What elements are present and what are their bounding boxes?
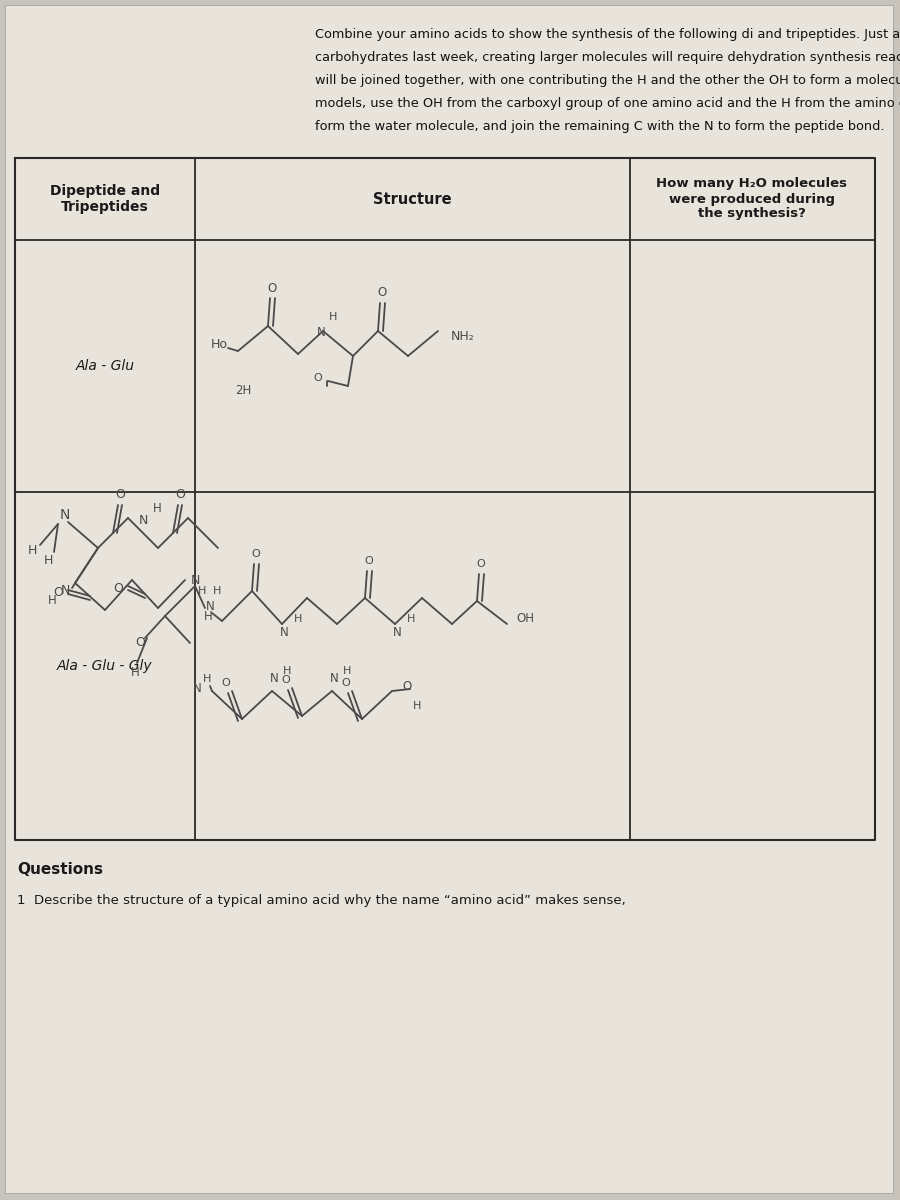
Text: O: O bbox=[176, 488, 184, 502]
Text: H: H bbox=[27, 544, 37, 557]
Text: How many H₂O molecules
were produced during
the synthesis?: How many H₂O molecules were produced dur… bbox=[656, 178, 848, 221]
Text: O: O bbox=[364, 556, 373, 566]
Text: models, use the OH from the carboxyl group of one amino acid and the H from the : models, use the OH from the carboxyl gro… bbox=[315, 97, 900, 110]
Text: N: N bbox=[280, 625, 288, 638]
Text: N: N bbox=[190, 574, 200, 587]
Text: O: O bbox=[113, 582, 123, 594]
FancyBboxPatch shape bbox=[5, 5, 893, 1193]
Text: H: H bbox=[413, 701, 421, 710]
Text: H: H bbox=[202, 674, 211, 684]
Text: O: O bbox=[53, 586, 63, 599]
Text: H: H bbox=[293, 614, 302, 624]
Text: OH: OH bbox=[516, 612, 534, 625]
Text: O: O bbox=[377, 287, 387, 300]
Text: O: O bbox=[282, 674, 291, 685]
Text: H: H bbox=[283, 666, 292, 676]
Text: H: H bbox=[343, 666, 351, 676]
Text: H: H bbox=[407, 614, 415, 624]
Text: H: H bbox=[130, 666, 140, 679]
Text: N: N bbox=[60, 508, 70, 522]
Text: H: H bbox=[203, 610, 212, 623]
Text: N: N bbox=[270, 672, 278, 685]
Text: Ala - Glu: Ala - Glu bbox=[76, 359, 134, 373]
Text: H: H bbox=[198, 586, 206, 596]
Text: N: N bbox=[60, 583, 69, 596]
Text: Dipeptide and
Tripeptides: Dipeptide and Tripeptides bbox=[50, 184, 160, 214]
Text: H: H bbox=[43, 553, 53, 566]
Text: O: O bbox=[313, 373, 322, 383]
Text: H: H bbox=[328, 312, 338, 322]
Text: carbohydrates last week, creating larger molecules will require dehydration synt: carbohydrates last week, creating larger… bbox=[315, 50, 900, 64]
Text: form the water molecule, and join the remaining C with the N to form the peptide: form the water molecule, and join the re… bbox=[315, 120, 885, 133]
Text: Ho: Ho bbox=[211, 337, 228, 350]
Text: 1  Describe the structure of a typical amino acid why the name “amino acid” make: 1 Describe the structure of a typical am… bbox=[17, 894, 626, 907]
Text: 2H: 2H bbox=[235, 384, 251, 397]
Text: N: N bbox=[317, 326, 326, 340]
Text: Questions: Questions bbox=[17, 862, 103, 877]
Text: N: N bbox=[392, 625, 401, 638]
Text: O: O bbox=[342, 678, 350, 688]
Text: NH₂: NH₂ bbox=[451, 330, 475, 342]
Text: O: O bbox=[252, 550, 260, 559]
Text: H: H bbox=[212, 586, 221, 596]
Text: N: N bbox=[193, 683, 202, 696]
Text: will be joined together, with one contributing the H and the other the OH to for: will be joined together, with one contri… bbox=[315, 74, 900, 86]
Text: H: H bbox=[153, 502, 161, 515]
Text: N: N bbox=[329, 672, 338, 685]
Text: H: H bbox=[48, 594, 57, 606]
Text: Ala - Glu - Gly: Ala - Glu - Gly bbox=[58, 659, 153, 673]
Text: N: N bbox=[139, 514, 148, 527]
Text: O: O bbox=[402, 679, 411, 692]
Text: O: O bbox=[115, 488, 125, 502]
Text: Structure: Structure bbox=[373, 192, 451, 206]
Text: Combine your amino acids to show the synthesis of the following di and tripeptid: Combine your amino acids to show the syn… bbox=[315, 28, 900, 41]
Text: O: O bbox=[135, 636, 145, 649]
Text: N: N bbox=[205, 600, 214, 612]
Text: O: O bbox=[477, 559, 485, 569]
Text: O: O bbox=[221, 678, 230, 688]
Text: O: O bbox=[267, 282, 276, 294]
